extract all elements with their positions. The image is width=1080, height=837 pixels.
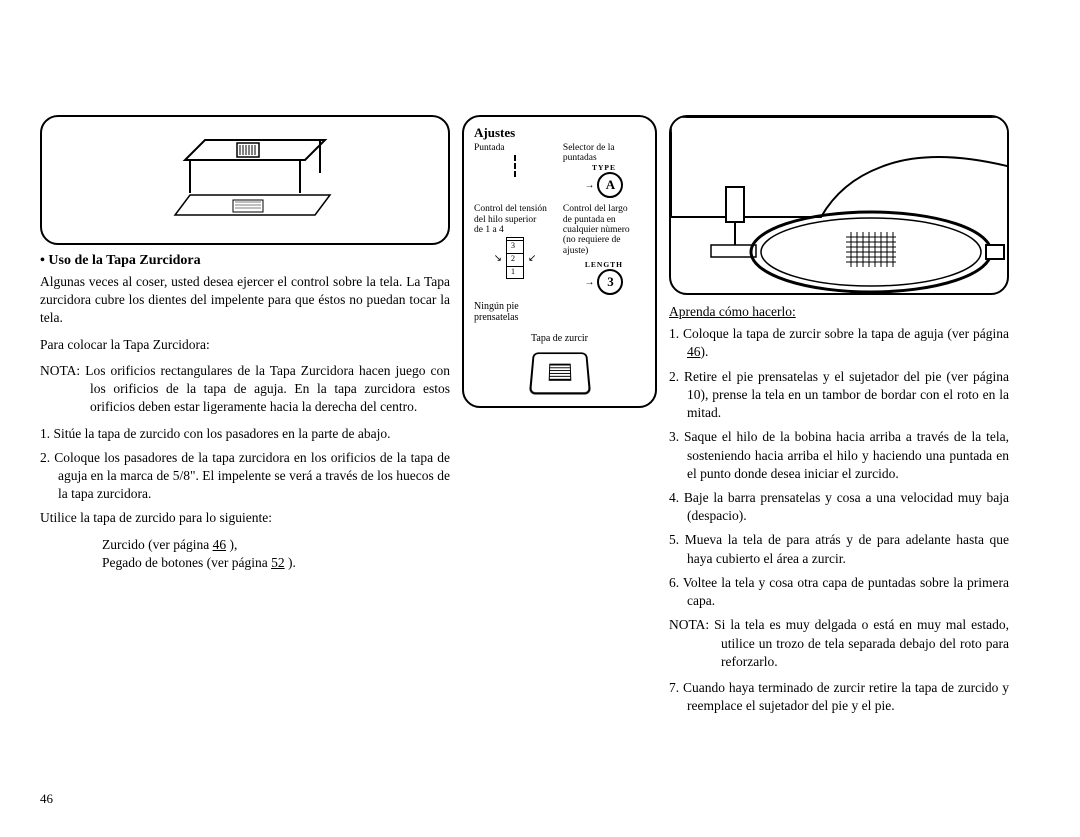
- note-paragraph: NOTA: Los orificios rectangulares de la …: [40, 362, 450, 417]
- right-column: Aprenda cómo hacerlo: 1. Coloque la tapa…: [669, 115, 1009, 721]
- selector-label: Selector de la puntadas: [563, 143, 645, 164]
- left-column: • Uso de la Tapa Zurcidora Algunas veces…: [40, 115, 450, 721]
- tension-label-1: Control del tensión: [474, 204, 556, 214]
- tension-label-3: de 1 a 4: [474, 225, 556, 235]
- page-container: • Uso de la Tapa Zurcidora Algunas veces…: [40, 115, 1040, 721]
- r-step-2: 2. Retire el pie prensatelas y el sujeta…: [669, 368, 1009, 423]
- usage-intro: Utilice la tapa de zurcido para lo sigui…: [40, 509, 450, 527]
- stitch-dashed-icon: [514, 155, 516, 177]
- settings-title: Ajustes: [474, 125, 645, 141]
- r-nota-label: NOTA:: [669, 617, 709, 632]
- cover-label: Tapa de zurcir: [474, 333, 645, 344]
- pointer-left-icon: ↘: [494, 253, 502, 264]
- length-label-3: cualquier nùmero: [563, 225, 645, 235]
- r-step-5: 5. Mueva la tela de para atrás y de para…: [669, 531, 1009, 567]
- learn-heading: Aprenda cómo hacerlo:: [669, 303, 1009, 321]
- cover-plate-icon: [528, 353, 590, 395]
- middle-column: Ajustes Puntada Selector de la puntadas …: [462, 115, 657, 721]
- nota-label: NOTA:: [40, 363, 80, 378]
- nofoot-label-1: Ningún pie: [474, 301, 645, 312]
- r-nota-text: Si la tela es muy delgada o está en muy …: [714, 617, 1009, 668]
- cover-plate-diagram: [40, 115, 450, 245]
- darning-illustration: [669, 115, 1009, 295]
- page-number: 46: [40, 791, 53, 807]
- machine-hoop-icon: [671, 117, 1009, 295]
- placement-intro: Para colocar la Tapa Zurcidora:: [40, 336, 450, 354]
- nota-text: Los orificios rectangulares de la Tapa Z…: [85, 363, 450, 414]
- length-label-5: ajuste): [563, 246, 645, 256]
- length-label-2: de puntada en: [563, 215, 645, 225]
- section-heading: • Uso de la Tapa Zurcidora: [40, 253, 450, 269]
- r-step-3: 3. Saque el hilo de la bobina hacia arri…: [669, 428, 1009, 483]
- length-label-4: (no requiere de: [563, 235, 645, 245]
- usage-item-1: Zurcido (ver página 46 ),: [40, 536, 450, 554]
- r-step-4: 4. Baje la barra prensatelas y cosa a un…: [669, 489, 1009, 525]
- length-dial: 3: [597, 269, 623, 295]
- pointer-right-icon: ↙: [528, 253, 536, 264]
- type-label: TYPE: [563, 164, 645, 172]
- length-label-1: Control del largo: [563, 204, 645, 214]
- r-note: NOTA: Si la tela es muy delgada o está e…: [669, 616, 1009, 671]
- page-ref-52: 52: [271, 555, 285, 570]
- usage-item-2: Pegado de botones (ver página 52 ).: [40, 554, 450, 572]
- r-step-7: 7. Cuando haya terminado de zurcir retir…: [669, 679, 1009, 715]
- page-ref-46: 46: [213, 537, 227, 552]
- tension-label-2: del hilo superior: [474, 215, 556, 225]
- tension-scale: 3 2 1: [506, 237, 524, 279]
- nofoot-label-2: prensatelas: [474, 312, 645, 323]
- arrow-left-icon: →: [584, 277, 594, 288]
- r-step-6: 6. Voltee la tela y cosa otra capa de pu…: [669, 574, 1009, 610]
- r-step-1: 1. Coloque la tapa de zurcir sobre la ta…: [669, 325, 1009, 361]
- puntada-label: Puntada: [474, 143, 556, 153]
- settings-panel: Ajustes Puntada Selector de la puntadas …: [462, 115, 657, 408]
- page-ref-46b: 46: [687, 344, 701, 359]
- type-dial: A: [597, 172, 623, 198]
- length-word: LENGTH: [563, 260, 645, 269]
- table-illustration-icon: [155, 125, 335, 235]
- step-1: 1. Sitúe la tapa de zurcido con los pasa…: [40, 425, 450, 443]
- arrow-left-icon: →: [584, 180, 594, 191]
- intro-paragraph: Algunas veces al coser, usted desea ejer…: [40, 273, 450, 328]
- step-2: 2. Coloque los pasadores de la tapa zurc…: [40, 449, 450, 504]
